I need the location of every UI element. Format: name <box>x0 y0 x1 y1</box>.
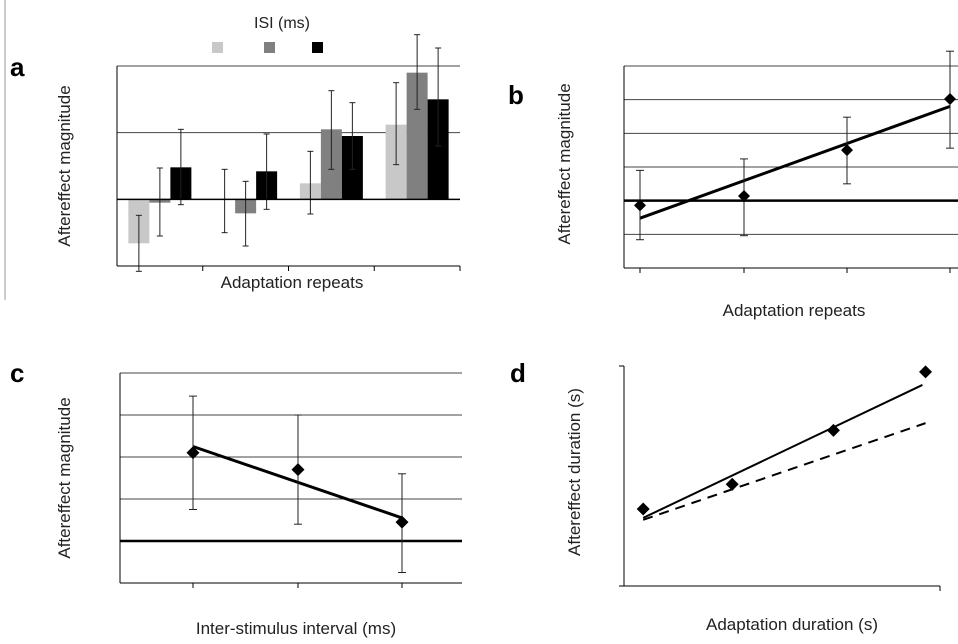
panel-a-letter: a <box>10 52 25 82</box>
panel-d-solid-line <box>643 385 922 518</box>
panel-c-data-point <box>292 463 305 476</box>
panel-d-ylabel: Aftereffect duration (s) <box>565 388 584 556</box>
legend-title: ISI (ms) <box>254 15 310 32</box>
panel-d-chart: Aftereffect duration (s) Adaptation dura… <box>565 365 940 634</box>
panel-b-chart: Aftereffect magnitude Adaptation repeats <box>555 51 958 320</box>
panel-b-xlabel: Adaptation repeats <box>723 301 866 320</box>
legend-swatch <box>312 42 323 53</box>
panel-d-data-point <box>919 365 932 378</box>
panel-d-dashed-line <box>643 423 925 520</box>
panel-c-letter: c <box>10 358 24 388</box>
legend-swatch <box>264 42 275 53</box>
panel-a-ylabel: Aftereffect magnitude <box>55 85 74 246</box>
panel-c-chart: Aftereffect magnitude Inter-stimulus int… <box>55 373 462 638</box>
panel-d-letter: d <box>510 358 526 388</box>
panel-d-data-point <box>726 478 739 491</box>
panel-c-ylabel: Aftereffect magnitude <box>55 397 74 558</box>
panel-a-chart: Aftereffect magnitude Adaptation repeats… <box>55 15 460 292</box>
legend-swatch <box>212 42 223 53</box>
panel-a-xlabel: Adaptation repeats <box>221 273 364 292</box>
panel-b-data-point <box>944 93 956 105</box>
panel-d-xlabel: Adaptation duration (s) <box>706 615 878 634</box>
panel-d-data-point <box>637 502 650 515</box>
panel-b-letter: b <box>508 80 524 110</box>
panel-c-xlabel: Inter-stimulus interval (ms) <box>196 619 396 638</box>
panel-b-ylabel: Aftereffect magnitude <box>555 83 574 244</box>
